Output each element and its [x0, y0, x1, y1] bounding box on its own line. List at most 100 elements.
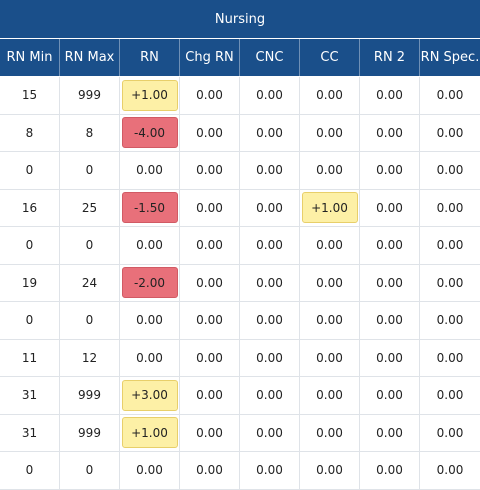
cell-rn-spec[interactable]: 0.00: [436, 313, 464, 328]
cell-cc[interactable]: 0.00: [300, 302, 360, 339]
cell-rn-min[interactable]: 0: [0, 302, 60, 339]
cell-rn-min[interactable]: 0: [0, 227, 60, 264]
cell-cnc[interactable]: 0.00: [240, 452, 300, 489]
cell-rn-2[interactable]: 0.00: [360, 377, 420, 414]
cell-rn-2[interactable]: 0.00: [360, 77, 420, 114]
cell-cc[interactable]: 0.00: [300, 227, 360, 264]
cell-rn-max[interactable]: 24: [60, 264, 120, 301]
cell-rn[interactable]: 0.00: [120, 339, 180, 376]
cell-cnc[interactable]: 0.00: [240, 414, 300, 451]
cell-rn-min[interactable]: 19: [0, 264, 60, 301]
column-header-cc[interactable]: CC: [300, 39, 360, 76]
cell-rn-spec[interactable]: 0.00: [436, 200, 464, 215]
cell-chg-rn[interactable]: 0.00: [180, 152, 240, 189]
cell-cnc[interactable]: 0.00: [240, 189, 300, 226]
cell-rn-spec[interactable]: 0.00: [436, 275, 464, 290]
cell-rn-max[interactable]: 8: [60, 114, 120, 151]
cell-rn-spec[interactable]: 0.00: [436, 463, 464, 478]
column-header-rn-max[interactable]: RN Max: [60, 39, 120, 76]
column-header-chg-rn[interactable]: Chg RN: [180, 39, 240, 76]
cell-cc[interactable]: 0.00: [300, 264, 360, 301]
cell-rn-max[interactable]: 999: [60, 414, 120, 451]
cell-rn-spec[interactable]: 0.00: [436, 88, 464, 103]
column-header-cnc[interactable]: CNC: [240, 39, 300, 76]
cell-rn-2[interactable]: 0.00: [360, 227, 420, 264]
cell-rn-min[interactable]: 31: [0, 377, 60, 414]
cell-rn-2[interactable]: 0.00: [360, 414, 420, 451]
cell-rn-2[interactable]: 0.00: [360, 302, 420, 339]
cell-rn-spec[interactable]: 0.00: [436, 425, 464, 440]
cell-chg-rn[interactable]: 0.00: [180, 189, 240, 226]
cell-cnc[interactable]: 0.00: [240, 152, 300, 189]
cell-cnc[interactable]: 0.00: [240, 377, 300, 414]
cell-rn-spec[interactable]: 0.00: [436, 238, 464, 253]
cell-rn-spec[interactable]: 0.00: [436, 350, 464, 365]
table-row: 15 999 +1.00 0.00 0.00 0.00 0.00 0.00: [0, 77, 480, 115]
cell-cc[interactable]: 0.00: [300, 377, 360, 414]
cell-chg-rn[interactable]: 0.00: [180, 302, 240, 339]
cell-chg-rn[interactable]: 0.00: [180, 339, 240, 376]
cell-rn-spec[interactable]: 0.00: [436, 163, 464, 178]
cell-cnc[interactable]: 0.00: [240, 114, 300, 151]
cell-chg-rn[interactable]: 0.00: [180, 227, 240, 264]
cell-rn-2[interactable]: 0.00: [360, 189, 420, 226]
cell-rn[interactable]: +3.00: [120, 377, 180, 414]
cell-rn-min[interactable]: 0: [0, 452, 60, 489]
column-header-rn-2[interactable]: RN 2: [360, 39, 420, 76]
cell-rn-2[interactable]: 0.00: [360, 452, 420, 489]
cell-rn-min[interactable]: 15: [0, 77, 60, 114]
cell-rn[interactable]: -2.00: [120, 264, 180, 301]
cell-rn-2[interactable]: 0.00: [360, 264, 420, 301]
cell-rn[interactable]: -1.50: [120, 189, 180, 226]
cell-rn-min[interactable]: 11: [0, 339, 60, 376]
cell-cc[interactable]: 0.00: [300, 414, 360, 451]
cell-rn[interactable]: 0.00: [120, 152, 180, 189]
cell-cnc[interactable]: 0.00: [240, 227, 300, 264]
cell-rn-min[interactable]: 16: [0, 189, 60, 226]
cell-rn-max[interactable]: 999: [60, 377, 120, 414]
table-row: 0 0 0.00 0.00 0.00 0.00 0.00 0.00: [0, 452, 480, 490]
cell-rn-max[interactable]: 999: [60, 77, 120, 114]
cell-rn-spec[interactable]: 0.00: [436, 125, 464, 140]
cell-rn[interactable]: 0.00: [120, 452, 180, 489]
cell-cc[interactable]: 0.00: [300, 114, 360, 151]
value-badge: -2.00: [121, 267, 178, 299]
cell-rn-min[interactable]: 0: [0, 152, 60, 189]
cell-chg-rn[interactable]: 0.00: [180, 77, 240, 114]
column-header-rn-min[interactable]: RN Min: [0, 39, 60, 76]
cell-cnc[interactable]: 0.00: [240, 264, 300, 301]
cell-rn-spec[interactable]: 0.00: [436, 388, 464, 403]
cell-chg-rn[interactable]: 0.00: [180, 452, 240, 489]
cell-rn-max[interactable]: 25: [60, 189, 120, 226]
column-header-rn-spec[interactable]: RN Spec.: [420, 50, 480, 65]
table-body: 15 999 +1.00 0.00 0.00 0.00 0.00 0.00 8 8 -4.00 0.0…: [0, 77, 480, 490]
cell-rn-2[interactable]: 0.00: [360, 152, 420, 189]
cell-chg-rn[interactable]: 0.00: [180, 414, 240, 451]
cell-rn-max[interactable]: 0: [60, 152, 120, 189]
cell-rn[interactable]: +1.00: [120, 414, 180, 451]
cell-cc[interactable]: 0.00: [300, 152, 360, 189]
cell-rn-2[interactable]: 0.00: [360, 339, 420, 376]
cell-rn-max[interactable]: 12: [60, 339, 120, 376]
cell-cc[interactable]: 0.00: [300, 77, 360, 114]
cell-rn[interactable]: 0.00: [120, 302, 180, 339]
cell-cnc[interactable]: 0.00: [240, 77, 300, 114]
cell-rn-min[interactable]: 8: [0, 114, 60, 151]
cell-chg-rn[interactable]: 0.00: [180, 377, 240, 414]
cell-rn[interactable]: 0.00: [120, 227, 180, 264]
cell-rn-2[interactable]: 0.00: [360, 114, 420, 151]
cell-cnc[interactable]: 0.00: [240, 302, 300, 339]
cell-rn[interactable]: +1.00: [120, 77, 180, 114]
cell-rn[interactable]: -4.00: [120, 114, 180, 151]
cell-cc[interactable]: +1.00: [300, 189, 360, 226]
cell-rn-min[interactable]: 31: [0, 414, 60, 451]
cell-chg-rn[interactable]: 0.00: [180, 114, 240, 151]
cell-chg-rn[interactable]: 0.00: [180, 264, 240, 301]
cell-rn-max[interactable]: 0: [60, 227, 120, 264]
cell-cc[interactable]: 0.00: [300, 339, 360, 376]
cell-cnc[interactable]: 0.00: [240, 339, 300, 376]
cell-rn-max[interactable]: 0: [60, 452, 120, 489]
column-header-rn[interactable]: RN: [120, 39, 180, 76]
cell-cc[interactable]: 0.00: [300, 452, 360, 489]
cell-rn-max[interactable]: 0: [60, 302, 120, 339]
